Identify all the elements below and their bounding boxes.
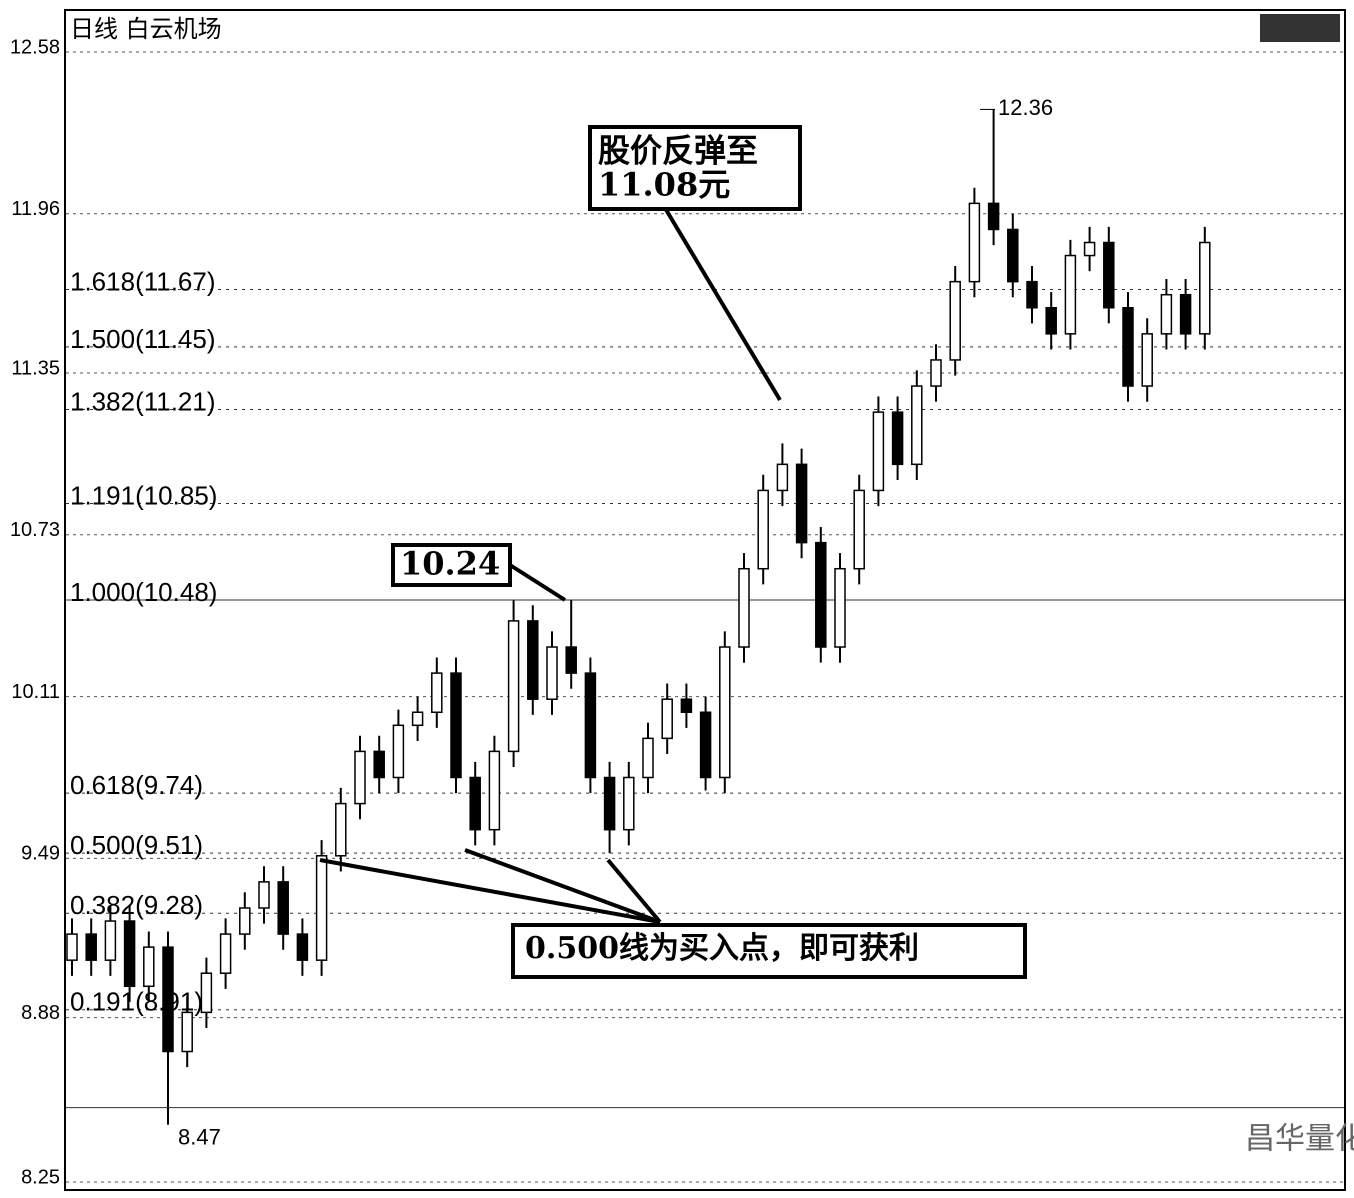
candle-body (968, 202, 981, 283)
candle-body (1007, 228, 1019, 283)
y-tick-label: 9.49 (21, 843, 60, 865)
candle-body (738, 567, 750, 648)
candle-body (565, 646, 577, 674)
candle-body (584, 672, 597, 779)
y-tick-label: 11.96 (11, 198, 60, 220)
y-tick-label: 8.88 (21, 1002, 60, 1024)
candle-body (315, 855, 328, 961)
candle-body (527, 620, 539, 700)
y-tick-label: 8.25 (21, 1166, 60, 1188)
annotation-text: 11.08元 (598, 166, 730, 204)
high-label: 12.36 (998, 95, 1053, 120)
callout-line (606, 858, 662, 924)
candle-body (949, 280, 961, 361)
candle-body (623, 776, 635, 831)
candle-body (507, 620, 520, 753)
fib-label: 0.500(9.51) (70, 830, 203, 860)
candle-body (661, 698, 673, 740)
candle-body (911, 385, 923, 466)
candle-body (834, 567, 846, 648)
candle-body (181, 1011, 193, 1053)
candle-body (219, 933, 232, 974)
candle-body (1122, 307, 1134, 387)
annotation-text: 10.24 (400, 545, 500, 583)
candle-body (162, 946, 174, 1053)
annotation-box (588, 125, 802, 211)
candle-body (469, 776, 481, 831)
fib-label: 0.618(9.74) (70, 770, 203, 800)
candle-body (200, 972, 213, 1014)
candle-body (699, 711, 712, 779)
fib-label: 0.191(8.91) (70, 987, 203, 1017)
candle-body (488, 750, 501, 831)
callout-line (464, 848, 661, 924)
candle-body (603, 776, 616, 831)
candle-body (1179, 293, 1192, 335)
candle-body (450, 672, 462, 779)
candle-body (373, 750, 385, 779)
y-tick-label: 10.73 (10, 519, 60, 541)
y-tick-label: 11.35 (11, 357, 60, 379)
candle-body (1160, 293, 1173, 335)
candle-body (1045, 307, 1057, 335)
candle-body (815, 541, 827, 648)
candle-body (277, 881, 289, 935)
candle-body (987, 202, 1000, 231)
candle-body (1026, 280, 1038, 309)
candle-body (258, 881, 270, 909)
low-label: 8.47 (178, 1124, 221, 1149)
fib-label: 0.382(9.28) (70, 890, 203, 920)
candle-body (891, 411, 904, 466)
candle-body (680, 698, 693, 714)
candle-body (1103, 241, 1115, 309)
candle-body (123, 920, 136, 988)
chart-title: 日线 白云机场 (70, 15, 222, 43)
candle-body (719, 646, 731, 779)
candle-body (776, 463, 789, 492)
annotation-text: 股价反弹至 (598, 132, 758, 170)
toolbar-icon (1260, 14, 1340, 42)
candle-body (431, 672, 443, 714)
candle-body (546, 646, 558, 700)
candle-body (642, 737, 654, 779)
fib-label: 1.000(10.48) (70, 577, 217, 607)
candle-body (930, 359, 942, 387)
fib-label: 1.382(11.21) (70, 386, 216, 416)
fib-label: 1.618(11.67) (70, 266, 216, 296)
callout-line (319, 858, 661, 924)
candle-body (757, 489, 769, 570)
candle-body (1141, 333, 1153, 387)
candle-body (143, 946, 155, 988)
candle-body (1199, 241, 1211, 335)
candle-body (1083, 241, 1096, 257)
candle-body (392, 724, 405, 779)
fib-label: 1.191(10.85) (70, 480, 217, 510)
annotation-text: 0.500线为买入点，即可获利 (525, 931, 919, 966)
candle-body (85, 933, 97, 961)
y-tick-label: 10.11 (11, 681, 60, 703)
candle-body (335, 802, 347, 857)
candle-body (1064, 254, 1077, 335)
fib-label: 1.500(11.45) (70, 324, 216, 354)
candle-body (853, 489, 865, 570)
callout-line (508, 563, 567, 602)
candle-body (872, 411, 885, 492)
watermark: 昌华量化 (1245, 1122, 1354, 1157)
candle-body (354, 750, 366, 805)
annotation-box (511, 923, 1027, 979)
candle-body (104, 920, 117, 961)
callout-line (663, 206, 782, 402)
candle-body (239, 907, 251, 935)
candle-body (411, 711, 424, 727)
candle-body (795, 463, 808, 544)
annotation-box (391, 543, 512, 587)
candle-body (66, 933, 78, 961)
candle-body (296, 933, 309, 961)
y-tick-label: 12.58 (10, 36, 60, 58)
